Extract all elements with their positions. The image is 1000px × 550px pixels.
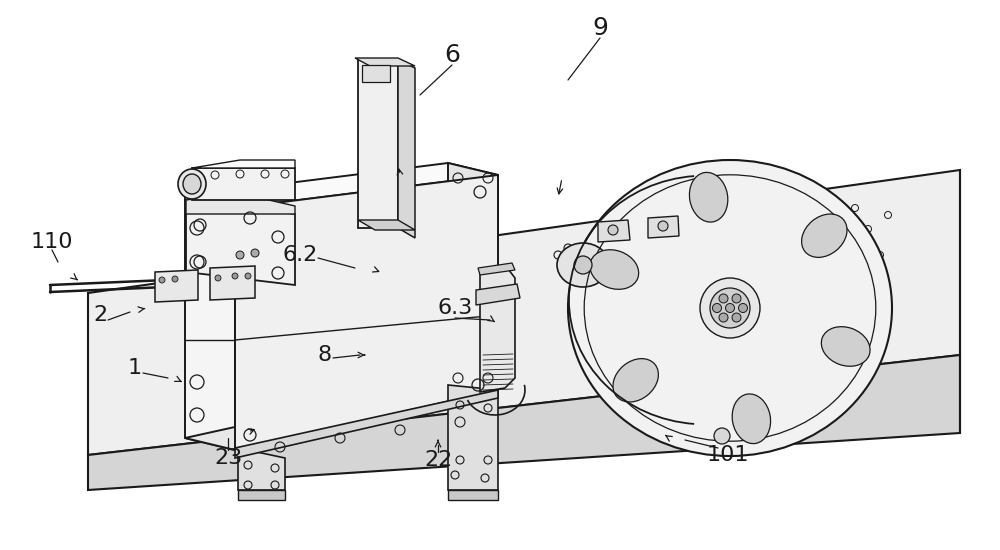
Ellipse shape <box>613 359 658 402</box>
Polygon shape <box>88 355 960 490</box>
Polygon shape <box>448 163 498 390</box>
Circle shape <box>215 275 221 281</box>
Polygon shape <box>185 196 235 450</box>
Polygon shape <box>238 490 285 500</box>
Circle shape <box>159 277 165 283</box>
Text: 2: 2 <box>93 305 107 325</box>
Ellipse shape <box>821 327 870 366</box>
Ellipse shape <box>178 169 206 199</box>
Circle shape <box>236 251 244 259</box>
Circle shape <box>712 304 722 312</box>
Circle shape <box>710 288 750 328</box>
Ellipse shape <box>590 250 639 289</box>
Polygon shape <box>210 266 255 300</box>
Polygon shape <box>358 60 398 228</box>
Polygon shape <box>88 170 960 455</box>
Circle shape <box>574 256 592 274</box>
Circle shape <box>738 304 748 312</box>
Ellipse shape <box>183 174 201 194</box>
Circle shape <box>726 304 734 312</box>
Text: 8: 8 <box>318 345 332 365</box>
Circle shape <box>719 313 728 322</box>
Polygon shape <box>448 490 498 500</box>
Polygon shape <box>235 390 498 458</box>
Circle shape <box>232 273 238 279</box>
Polygon shape <box>648 216 679 238</box>
Polygon shape <box>478 263 515 275</box>
Ellipse shape <box>802 214 847 257</box>
Polygon shape <box>185 380 498 450</box>
Polygon shape <box>155 270 198 302</box>
Circle shape <box>714 428 730 444</box>
Polygon shape <box>238 448 285 490</box>
Circle shape <box>172 276 178 282</box>
Circle shape <box>700 278 760 338</box>
Polygon shape <box>186 200 295 285</box>
Text: 1: 1 <box>128 358 142 378</box>
Polygon shape <box>235 175 498 450</box>
Polygon shape <box>398 60 415 238</box>
Polygon shape <box>192 168 295 200</box>
Polygon shape <box>192 160 295 168</box>
Ellipse shape <box>732 394 771 444</box>
Polygon shape <box>476 284 520 305</box>
Polygon shape <box>355 58 415 66</box>
Text: 6.3: 6.3 <box>437 298 473 318</box>
Circle shape <box>732 313 741 322</box>
Ellipse shape <box>689 172 728 222</box>
Polygon shape <box>448 385 498 490</box>
Circle shape <box>732 294 741 303</box>
Circle shape <box>251 249 259 257</box>
Polygon shape <box>185 163 498 208</box>
Circle shape <box>245 273 251 279</box>
Ellipse shape <box>568 160 892 456</box>
Polygon shape <box>480 265 515 392</box>
Text: 101: 101 <box>707 445 749 465</box>
Text: 23: 23 <box>214 448 242 468</box>
Circle shape <box>658 221 668 231</box>
Ellipse shape <box>557 243 609 287</box>
Polygon shape <box>362 65 390 82</box>
Circle shape <box>608 225 618 235</box>
Text: 9: 9 <box>592 16 608 40</box>
Circle shape <box>719 294 728 303</box>
Text: 110: 110 <box>31 232 73 252</box>
Text: 6.2: 6.2 <box>282 245 318 265</box>
Polygon shape <box>186 193 295 214</box>
Polygon shape <box>598 220 630 242</box>
Text: 22: 22 <box>424 450 452 470</box>
Polygon shape <box>358 220 415 230</box>
Text: 6: 6 <box>444 43 460 67</box>
